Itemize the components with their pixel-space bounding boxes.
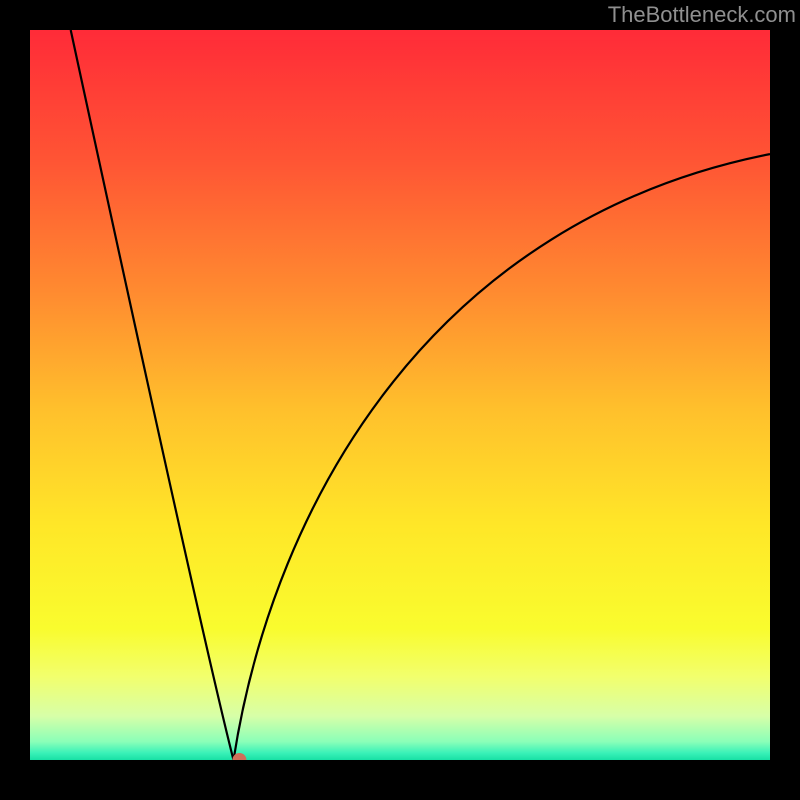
- plot-frame: [30, 30, 770, 760]
- curve-layer: [30, 30, 770, 760]
- watermark-label: TheBottleneck.com: [608, 0, 800, 28]
- curve-left-branch: [71, 30, 234, 760]
- curve-right-branch: [234, 154, 771, 760]
- chart-container: TheBottleneck.com: [0, 0, 800, 800]
